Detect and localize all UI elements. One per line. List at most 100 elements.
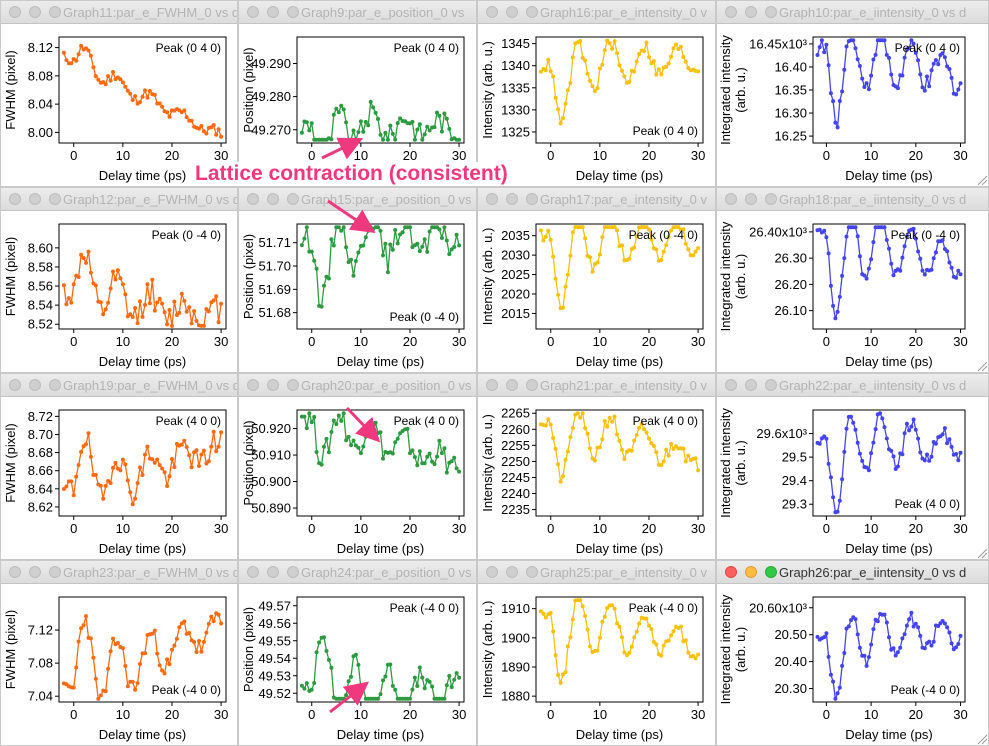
graph-window[interactable]: Graph20:par_e_position_0 vs 0 10 20 30 Delay … [238,373,477,560]
line-chart: 0 10 20 30 Delay time (ps) 8.72 8.70 8.68 8.66 8.… [3,409,228,556]
data-point [620,447,624,452]
x-tick-label: 0 [308,148,315,163]
resize-grip[interactable] [976,733,988,745]
zoom-window-button[interactable] [765,566,777,578]
window-titlebar[interactable]: Graph11:par_e_FWHM_0 vs d [1,1,237,24]
window-titlebar[interactable]: Graph21:par_e_intensity_0 v [478,374,715,397]
y-tick-label: 50.920 [251,421,291,436]
graph-window[interactable]: Graph26:par_e_iintensity_0 vs d 0 10 20 30 De… [716,560,989,746]
close-window-button[interactable] [247,566,259,578]
graph-window[interactable]: Graph16:par_e_intensity_0 v 0 10 20 30 Delay … [477,0,716,187]
graph-window[interactable]: Graph15:par_e_position_0 vs 0 10 20 30 Delay … [238,187,477,373]
y-tick-label: 29.4 [782,473,807,488]
window-titlebar[interactable]: Graph16:par_e_intensity_0 v [478,1,715,24]
zoom-window-button[interactable] [526,379,538,391]
zoom-window-button[interactable] [287,193,299,205]
close-window-button[interactable] [486,379,498,391]
data-point [851,38,856,43]
window-titlebar[interactable]: Graph25:par_e_intensity_0 v [478,561,715,584]
window-titlebar[interactable]: Graph24:par_e_position_0 vs [239,561,476,584]
graph-window[interactable]: Graph10:par_e_iintensity_0 vs d 0 10 20 30 De… [716,0,989,187]
minimize-window-button[interactable] [506,566,518,578]
window-titlebar[interactable]: Graph12:par_e_FWHM_0 vs d [1,188,237,211]
zoom-window-button[interactable] [287,566,299,578]
minimize-window-button[interactable] [506,193,518,205]
zoom-window-button[interactable] [49,6,61,18]
graph-window[interactable]: Graph25:par_e_intensity_0 v 0 10 20 30 Delay … [477,560,716,746]
minimize-window-button[interactable] [506,379,518,391]
data-point [91,65,96,70]
close-window-button[interactable] [9,379,21,391]
zoom-window-button[interactable] [526,6,538,18]
resize-grip[interactable] [976,360,988,372]
close-window-button[interactable] [247,379,259,391]
window-titlebar[interactable]: Graph22:par_e_iintensity_0 vs d [717,374,988,397]
zoom-window-button[interactable] [49,379,61,391]
minimize-window-button[interactable] [745,193,757,205]
zoom-window-button[interactable] [765,6,777,18]
data-point [344,120,349,125]
data-point [162,470,167,475]
window-titlebar[interactable]: Graph23:par_e_FWHM_0 vs d [1,561,237,584]
close-window-button[interactable] [486,6,498,18]
minimize-window-button[interactable] [29,566,41,578]
close-window-button[interactable] [486,566,498,578]
minimize-window-button[interactable] [745,566,757,578]
close-window-button[interactable] [247,6,259,18]
minimize-window-button[interactable] [29,6,41,18]
minimize-window-button[interactable] [745,6,757,18]
close-window-button[interactable] [725,6,737,18]
minimize-window-button[interactable] [267,6,279,18]
minimize-window-button[interactable] [29,193,41,205]
zoom-window-button[interactable] [287,6,299,18]
zoom-window-button[interactable] [526,566,538,578]
graph-window[interactable]: Graph19:par_e_FWHM_0 vs d 0 10 20 30 Delay ti… [0,373,238,560]
zoom-window-button[interactable] [287,379,299,391]
minimize-window-button[interactable] [506,6,518,18]
minimize-window-button[interactable] [29,379,41,391]
window-titlebar[interactable]: Graph17:par_e_intensity_0 v [478,188,715,211]
window-titlebar[interactable]: Graph18:par_e_iintensity_0 vs d [717,188,988,211]
graph-window[interactable]: Graph22:par_e_iintensity_0 vs d 0 10 20 30 De… [716,373,989,560]
close-window-button[interactable] [725,566,737,578]
window-titlebar[interactable]: Graph9:par_e_position_0 vs [239,1,476,24]
resize-grip[interactable] [976,547,988,559]
data-point [942,55,947,60]
minimize-window-button[interactable] [267,379,279,391]
data-point [302,236,307,241]
window-titlebar[interactable]: Graph20:par_e_position_0 vs [239,374,476,397]
zoom-window-button[interactable] [765,193,777,205]
y-tick-label: 2255 [501,438,530,453]
minimize-window-button[interactable] [267,566,279,578]
minimize-window-button[interactable] [745,379,757,391]
zoom-window-button[interactable] [49,566,61,578]
zoom-window-button[interactable] [526,193,538,205]
close-window-button[interactable] [9,193,21,205]
resize-grip[interactable] [976,174,988,186]
close-window-button[interactable] [486,193,498,205]
close-window-button[interactable] [725,379,737,391]
graph-window[interactable]: Graph21:par_e_intensity_0 v 0 10 20 30 Delay … [477,373,716,560]
data-point [592,458,597,463]
graph-window[interactable]: Graph11:par_e_FWHM_0 vs d 0 10 20 30 Delay ti… [0,0,238,187]
graph-window[interactable]: Graph17:par_e_intensity_0 v 0 10 20 30 Delay … [477,187,716,373]
window-titlebar[interactable]: Graph26:par_e_iintensity_0 vs d [717,561,988,584]
close-window-button[interactable] [9,6,21,18]
y-tick-label: 1910 [501,601,530,616]
graph-window[interactable]: Graph24:par_e_position_0 vs 0 10 20 30 Delay … [238,560,477,746]
data-point [610,419,615,424]
close-window-button[interactable] [725,193,737,205]
zoom-window-button[interactable] [765,379,777,391]
window-titlebar[interactable]: Graph19:par_e_FWHM_0 vs d [1,374,237,397]
minimize-window-button[interactable] [267,193,279,205]
graph-window[interactable]: Graph18:par_e_iintensity_0 vs d 0 10 20 30 De… [716,187,989,373]
zoom-window-button[interactable] [49,193,61,205]
graph-window[interactable]: Graph12:par_e_FWHM_0 vs d 0 10 20 30 Delay ti… [0,187,238,373]
graph-window[interactable]: Graph23:par_e_FWHM_0 vs d 0 10 20 30 Delay ti… [0,560,238,746]
close-window-button[interactable] [247,193,259,205]
close-window-button[interactable] [9,566,21,578]
data-point [304,426,309,431]
window-titlebar[interactable]: Graph15:par_e_position_0 vs [239,188,476,211]
window-titlebar[interactable]: Graph10:par_e_iintensity_0 vs d [717,1,988,24]
